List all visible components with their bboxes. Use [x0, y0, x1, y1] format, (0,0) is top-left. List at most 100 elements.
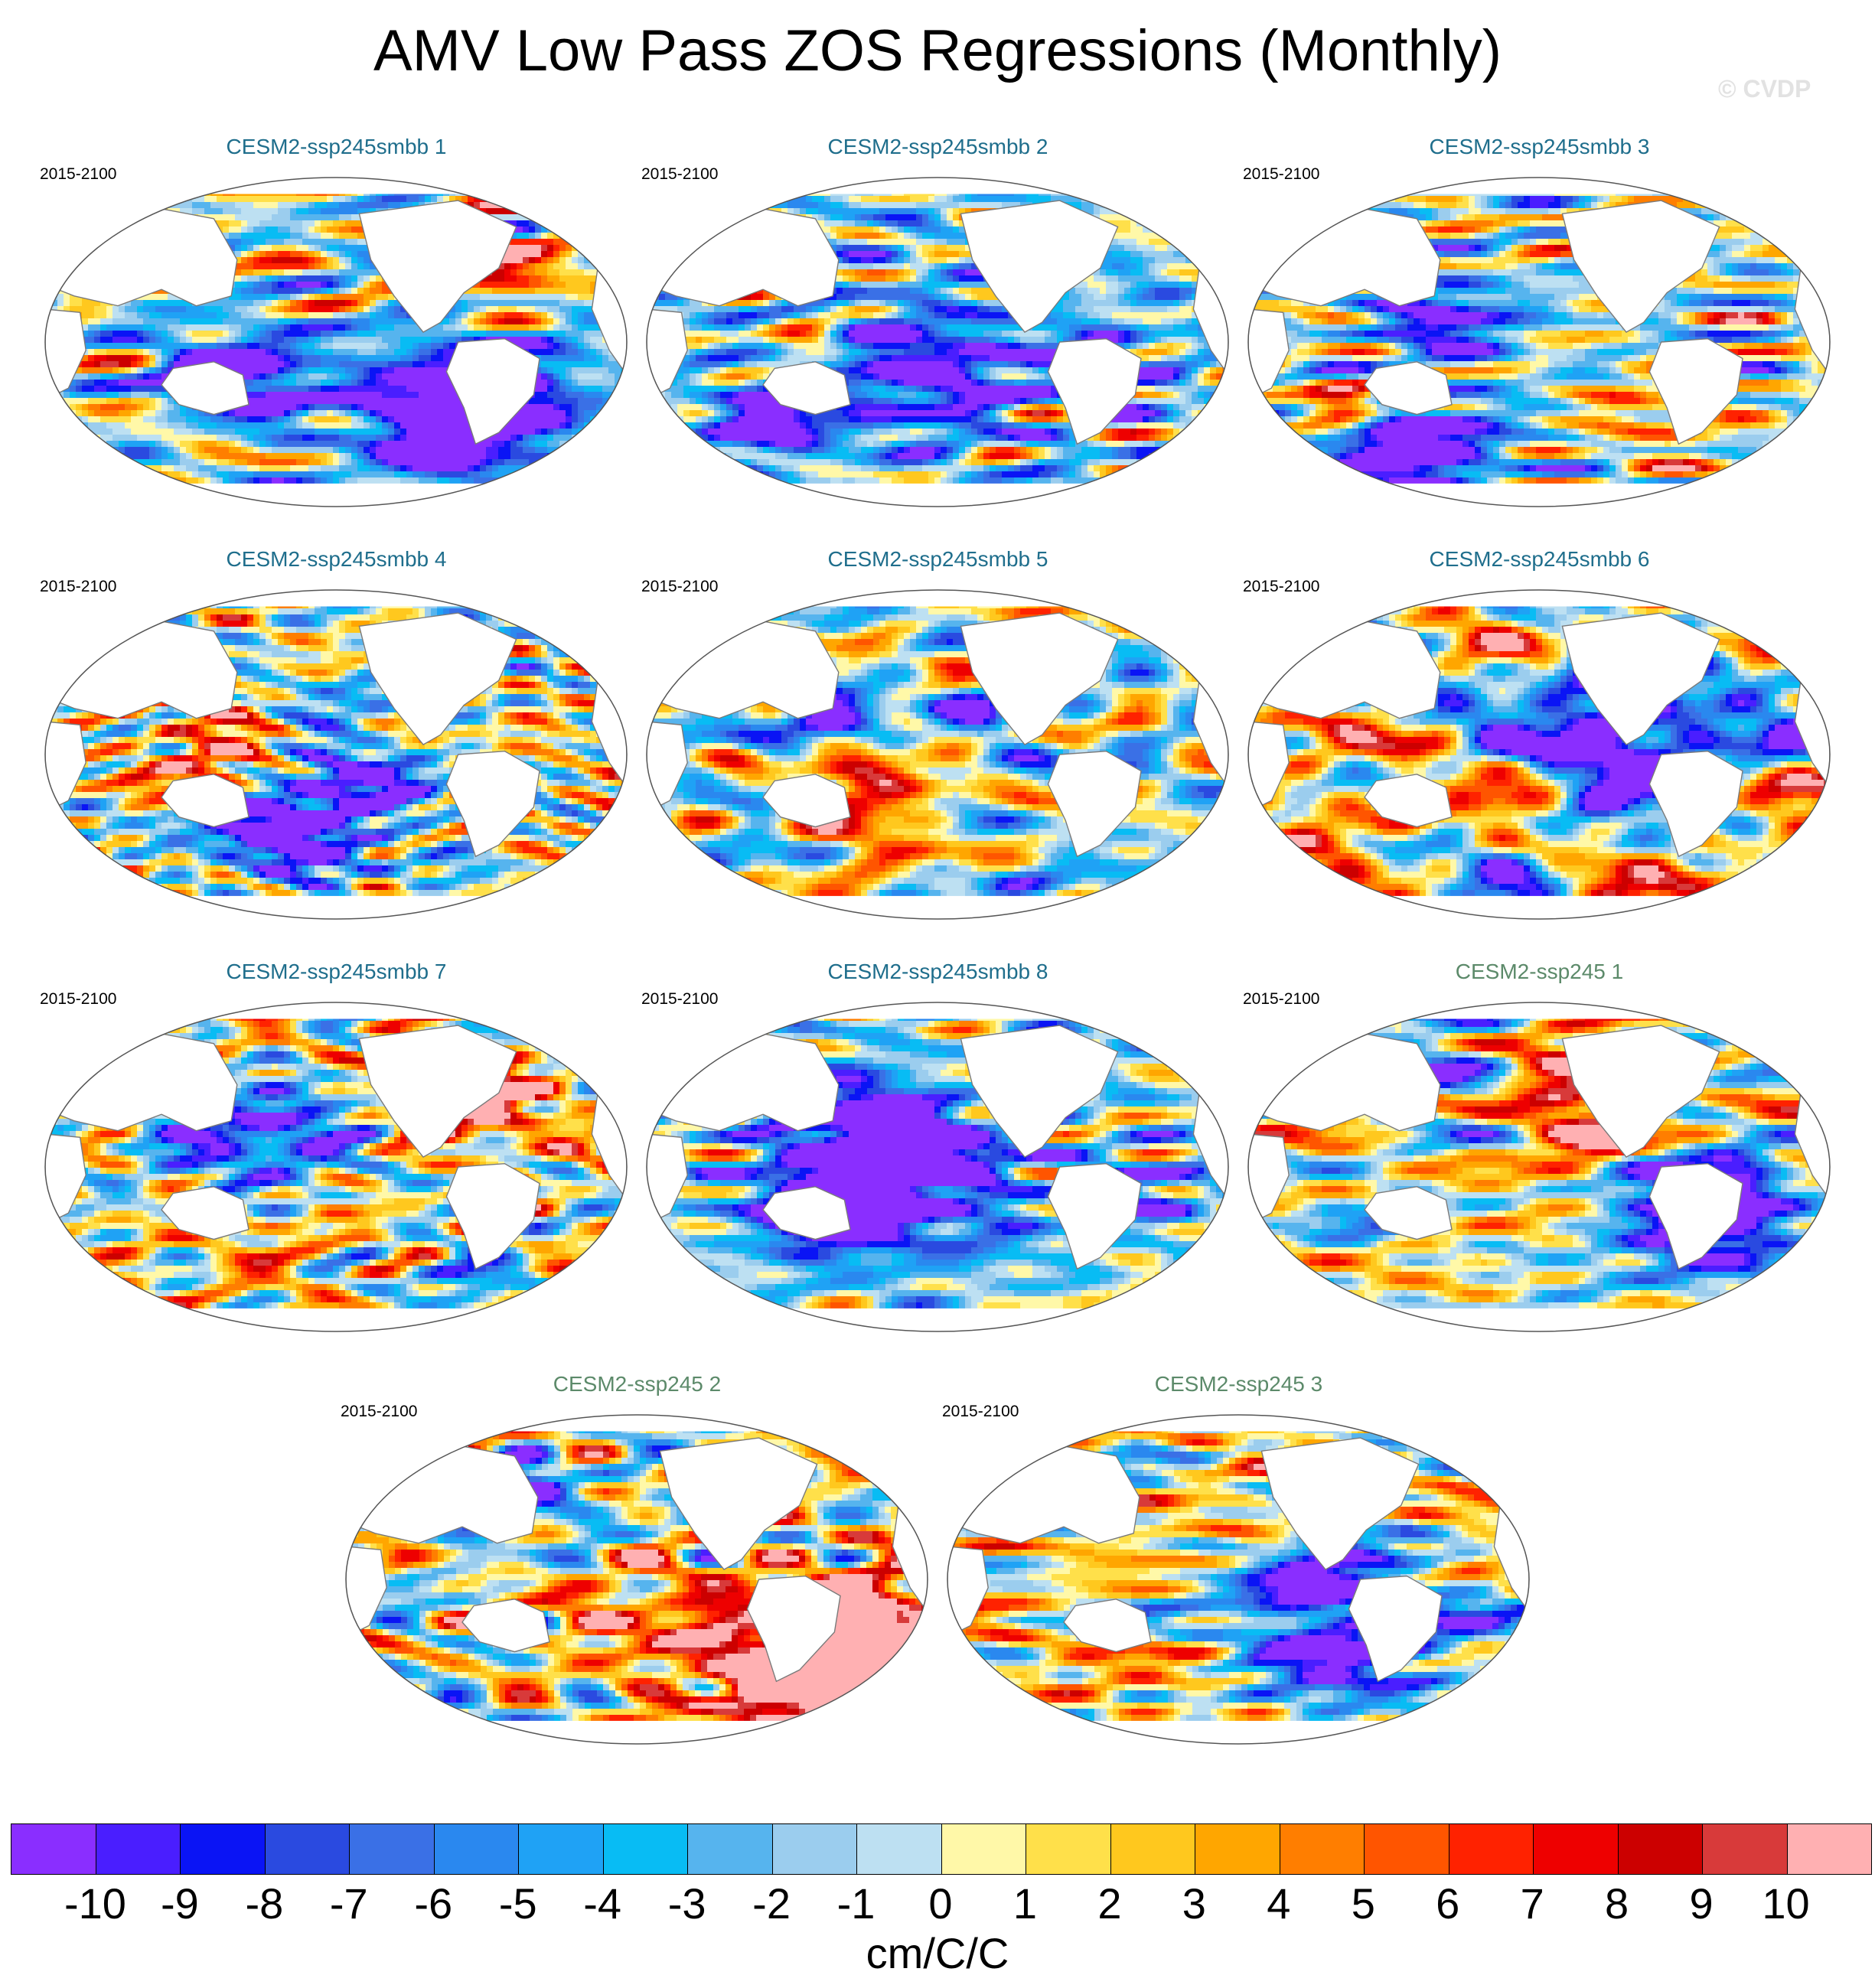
map-border [1247, 589, 1831, 920]
land-mask [960, 1025, 1119, 1159]
map-border [44, 1002, 628, 1332]
panel-years: 2015-2100 [942, 1402, 1019, 1422]
land-mask [45, 1026, 238, 1132]
map-border [1247, 1002, 1831, 1332]
land-mask [647, 1133, 688, 1226]
land-mask [161, 1186, 249, 1240]
map-border [646, 1002, 1229, 1332]
panel-title: CESM2-ssp245smbb 6 [1243, 546, 1836, 572]
antarctica-mask [1248, 895, 1830, 919]
regression-field [647, 1002, 1228, 1331]
colorbar-label: -4 [560, 1879, 644, 1929]
panel-years: 2015-2100 [40, 577, 116, 597]
panel-title: CESM2-ssp245smbb 7 [40, 959, 633, 985]
land-mask [358, 612, 517, 746]
land-mask [647, 721, 688, 813]
colorbar [11, 1823, 1872, 1875]
panel-years: 2015-2100 [641, 165, 718, 184]
land-mask [1364, 361, 1453, 416]
map-panel: CESM2-ssp245 2 2015-2100 [341, 1371, 934, 1788]
land-mask [45, 1133, 86, 1226]
land-mask [647, 308, 688, 401]
colorbar-box [434, 1824, 519, 1874]
land-mask [1348, 1575, 1443, 1683]
regression-field [45, 178, 627, 507]
colorbar-box [1787, 1824, 1871, 1874]
polar-cap-north [647, 1002, 1228, 1019]
robinson-map [44, 589, 628, 920]
panel-years: 2015-2100 [641, 577, 718, 597]
panel-title: CESM2-ssp245 3 [942, 1371, 1535, 1397]
land-mask [659, 1437, 818, 1571]
colorbar-box [1618, 1824, 1703, 1874]
robinson-map [1247, 177, 1831, 507]
colorbar-label: 3 [1152, 1879, 1236, 1929]
land-mask [358, 200, 517, 334]
land-mask [445, 337, 540, 445]
panel-title: CESM2-ssp245smbb 4 [40, 546, 633, 572]
land-mask [445, 750, 540, 858]
land-mask [1248, 308, 1290, 401]
land-mask [1248, 614, 1441, 719]
land-mask [762, 361, 851, 416]
land-mask [1561, 200, 1720, 334]
land-mask [1248, 201, 1441, 307]
antarctica-mask [45, 895, 627, 919]
polar-cap-north [45, 1002, 627, 1019]
map-border [646, 177, 1229, 507]
land-mask [1047, 750, 1142, 858]
colorbar-label: -2 [729, 1879, 814, 1929]
colorbar-box [688, 1824, 773, 1874]
regression-field [1248, 178, 1830, 507]
regression-field [647, 178, 1228, 507]
polar-cap-north [45, 178, 627, 194]
panel-years: 2015-2100 [641, 989, 718, 1009]
colorbar-box [11, 1824, 96, 1874]
colorbar-box [857, 1824, 942, 1874]
panel-years: 2015-2100 [1243, 165, 1319, 184]
colorbar-label: -3 [645, 1879, 729, 1929]
panel-years: 2015-2100 [341, 1402, 417, 1422]
map-panel: CESM2-ssp245smbb 4 2015-2100 [40, 546, 633, 963]
map-border [1247, 177, 1831, 507]
land-mask [445, 1162, 540, 1270]
map-border [646, 589, 1229, 920]
colorbar-box [350, 1824, 435, 1874]
colorbar-label: 2 [1068, 1879, 1152, 1929]
land-mask [161, 361, 249, 416]
land-mask [346, 1439, 539, 1544]
map-panel: CESM2-ssp245smbb 8 2015-2100 [641, 959, 1234, 1376]
land-mask [45, 308, 86, 401]
antarctica-mask [1248, 1308, 1830, 1331]
colorbar-label: 9 [1659, 1879, 1743, 1929]
panel-years: 2015-2100 [1243, 989, 1319, 1009]
land-mask [647, 614, 840, 719]
map-panel: CESM2-ssp245smbb 1 2015-2100 [40, 134, 633, 551]
colorbar-label: 0 [898, 1879, 983, 1929]
robinson-map [1247, 589, 1831, 920]
antarctica-mask [647, 895, 1228, 919]
antarctica-mask [647, 483, 1228, 507]
colorbar-units: cm/C/C [0, 1928, 1875, 1979]
land-mask [762, 774, 851, 828]
regression-field [45, 590, 627, 919]
panel-title: CESM2-ssp245smbb 2 [641, 134, 1234, 160]
land-mask [1248, 1133, 1290, 1226]
panel-title: CESM2-ssp245smbb 1 [40, 134, 633, 160]
land-mask [1364, 1186, 1453, 1240]
colorbar-box [1534, 1824, 1619, 1874]
map-panel: CESM2-ssp245smbb 6 2015-2100 [1243, 546, 1836, 963]
colorbar-label: 6 [1406, 1879, 1490, 1929]
map-panel: CESM2-ssp245 1 2015-2100 [1243, 959, 1836, 1376]
land-mask [1561, 612, 1720, 746]
colorbar-box [1365, 1824, 1449, 1874]
colorbar-box [96, 1824, 181, 1874]
land-mask [947, 1439, 1140, 1544]
land-mask [746, 1575, 841, 1683]
colorbar-label: 7 [1490, 1879, 1574, 1929]
robinson-map [646, 589, 1229, 920]
figure-title: AMV Low Pass ZOS Regressions (Monthly) [0, 17, 1875, 86]
panel-years: 2015-2100 [40, 165, 116, 184]
polar-cap-north [1248, 178, 1830, 194]
robinson-map [947, 1414, 1530, 1745]
